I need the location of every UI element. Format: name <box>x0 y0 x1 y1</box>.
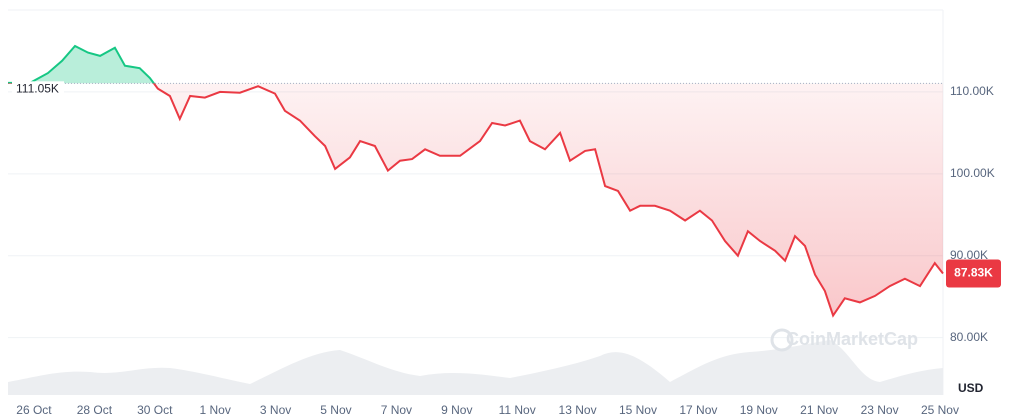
x-tick-label: 26 Oct <box>16 403 52 417</box>
y-tick-label: 90.00K <box>950 248 988 262</box>
volume-area <box>8 340 943 395</box>
x-tick-label: 9 Nov <box>441 403 472 417</box>
area-down <box>153 83 943 316</box>
x-tick-label: 15 Nov <box>619 403 657 417</box>
x-tick-label: 17 Nov <box>679 403 717 417</box>
x-tick-label: 7 Nov <box>381 403 412 417</box>
x-tick-label: 28 Oct <box>77 403 113 417</box>
currency-label: USD <box>958 381 984 395</box>
watermark-logo <box>770 328 794 352</box>
baseline-label: 111.05K <box>16 81 59 95</box>
x-tick-label: 5 Nov <box>320 403 351 417</box>
x-tick-label: 30 Oct <box>137 403 173 417</box>
x-tick-label: 13 Nov <box>559 403 597 417</box>
watermark: CoinMarketCap <box>786 329 918 349</box>
x-tick-label: 1 Nov <box>199 403 230 417</box>
price-line-down <box>8 83 944 318</box>
x-tick-label: 19 Nov <box>740 403 778 417</box>
x-tick-label: 23 Nov <box>861 403 899 417</box>
baseline-label-bg <box>12 81 64 98</box>
last-price-badge <box>946 259 1001 288</box>
y-tick-label: 80.00K <box>950 330 988 344</box>
x-tick-label: 21 Nov <box>800 403 838 417</box>
area-up <box>8 46 943 84</box>
last-price-label: 87.83K <box>954 266 993 280</box>
x-tick-label: 25 Nov <box>921 403 959 417</box>
x-tick-label: 3 Nov <box>260 403 291 417</box>
y-tick-label: 110.00K <box>950 84 994 98</box>
x-tick-label: 11 Nov <box>499 403 536 417</box>
y-tick-label: 100.00K <box>950 166 995 180</box>
